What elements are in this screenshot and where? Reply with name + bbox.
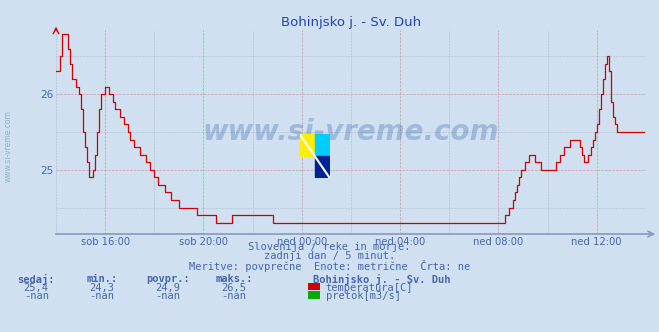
Text: www.si-vreme.com: www.si-vreme.com	[3, 110, 13, 182]
Text: 24,9: 24,9	[156, 283, 181, 293]
Text: zadnji dan / 5 minut.: zadnji dan / 5 minut.	[264, 251, 395, 261]
Bar	[315, 156, 330, 178]
Text: www.si-vreme.com: www.si-vreme.com	[203, 118, 499, 146]
Text: povpr.:: povpr.:	[146, 274, 190, 284]
Text: Bohinjsko j. - Sv. Duh: Bohinjsko j. - Sv. Duh	[313, 274, 451, 285]
Bar	[315, 134, 330, 156]
Text: 25,4: 25,4	[24, 283, 49, 293]
Text: sedaj:: sedaj:	[18, 274, 55, 285]
Text: temperatura[C]: temperatura[C]	[326, 283, 413, 293]
Text: 26,5: 26,5	[221, 283, 246, 293]
Text: -nan: -nan	[221, 291, 246, 301]
Text: min.:: min.:	[86, 274, 118, 284]
Text: Slovenija / reke in morje.: Slovenija / reke in morje.	[248, 242, 411, 252]
Text: -nan: -nan	[24, 291, 49, 301]
Text: -nan: -nan	[156, 291, 181, 301]
Text: maks.:: maks.:	[215, 274, 252, 284]
Text: 24,3: 24,3	[90, 283, 115, 293]
Text: -nan: -nan	[90, 291, 115, 301]
Text: Meritve: povprečne  Enote: metrične  Črta: ne: Meritve: povprečne Enote: metrične Črta:…	[189, 260, 470, 272]
Bar	[300, 134, 315, 156]
Title: Bohinjsko j. - Sv. Duh: Bohinjsko j. - Sv. Duh	[281, 16, 421, 29]
Text: pretok[m3/s]: pretok[m3/s]	[326, 291, 401, 301]
